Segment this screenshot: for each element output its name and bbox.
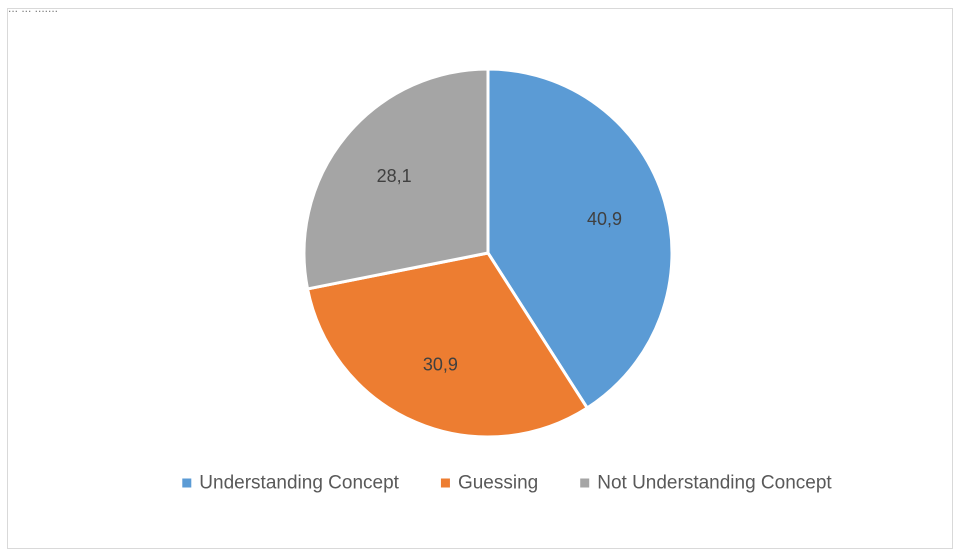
legend-label-guessing: Guessing bbox=[458, 473, 538, 494]
legend-label-not-understanding-concept: Not Understanding Concept bbox=[597, 473, 832, 494]
data-label-not-understanding-concept: 28,1 bbox=[377, 166, 412, 186]
pie-slices bbox=[302, 67, 674, 439]
data-label-understanding-concept: 40,9 bbox=[587, 209, 622, 229]
pie-slice-guessing bbox=[306, 251, 589, 439]
legend-item-guessing: Guessing bbox=[440, 473, 538, 494]
legend-marker-guessing bbox=[440, 478, 450, 488]
legend: Understanding Concept Guessing Not Underst… bbox=[182, 473, 832, 494]
legend-item-understanding-concept: Understanding Concept bbox=[182, 473, 400, 494]
legend-marker-understanding-concept bbox=[182, 478, 192, 488]
data-label-guessing: 30,9 bbox=[423, 355, 458, 375]
pie-slice-not-understanding-concept bbox=[302, 67, 490, 291]
legend-label-understanding-concept: Understanding Concept bbox=[199, 473, 399, 494]
legend-marker-not-understanding-concept bbox=[580, 478, 590, 488]
legend-item-not-understanding-concept: Not Understanding Concept bbox=[580, 473, 832, 494]
cropped-header-text: ... ... ....... bbox=[8, 1, 59, 15]
pie-slice-labels: 40,9 30,9 28,1 bbox=[377, 166, 622, 375]
